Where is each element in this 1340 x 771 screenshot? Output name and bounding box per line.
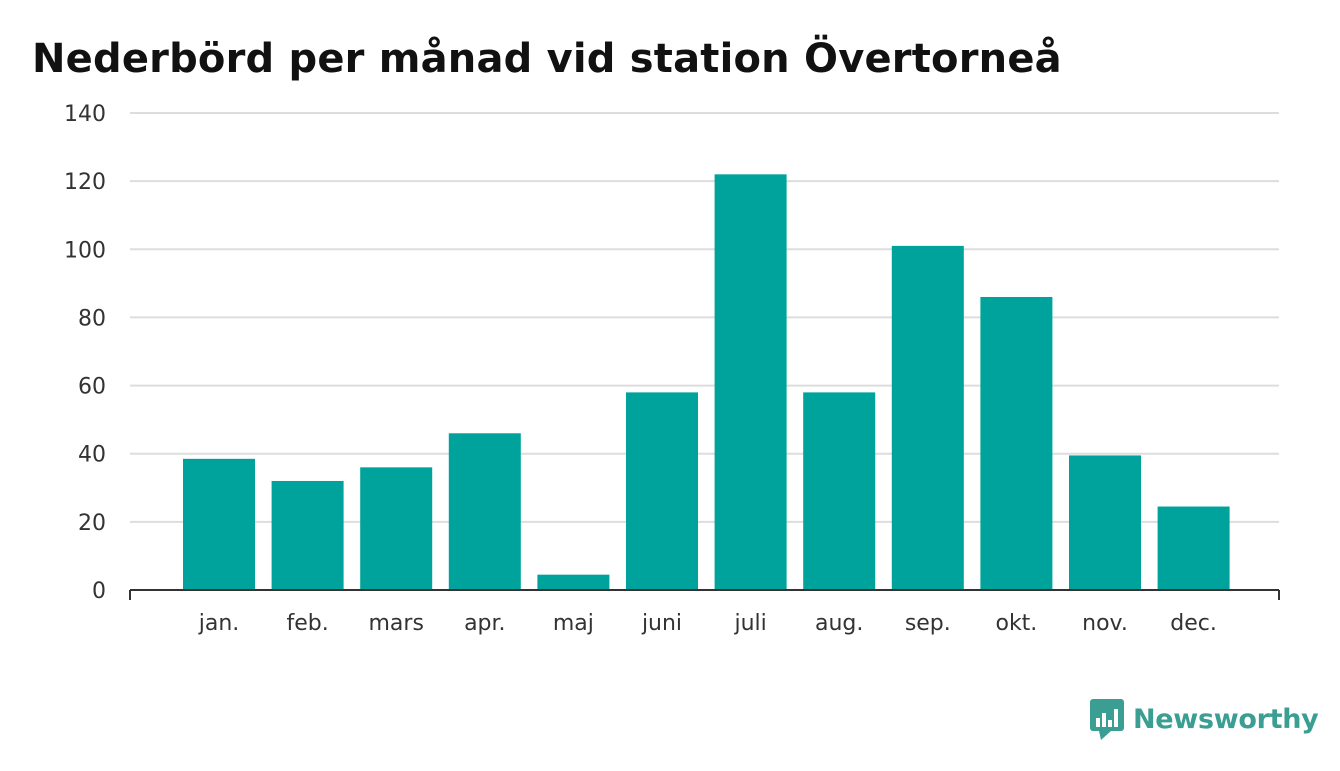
bar bbox=[448, 433, 521, 590]
bar bbox=[803, 392, 876, 590]
chart-title: Nederbörd per månad vid station Övertorn… bbox=[32, 36, 1062, 82]
x-tick-label: maj bbox=[553, 611, 594, 636]
x-axis bbox=[129, 589, 1280, 600]
bar bbox=[1157, 506, 1230, 590]
x-tick-label: apr. bbox=[464, 611, 505, 636]
x-tick-label: okt. bbox=[995, 611, 1037, 636]
bar bbox=[1069, 455, 1141, 590]
bar bbox=[891, 245, 964, 590]
bars bbox=[183, 174, 1230, 591]
x-tick-label: dec. bbox=[1170, 611, 1217, 636]
newsworthy-logo-icon bbox=[1090, 699, 1124, 740]
bar-chart: 0 20 40 60 80 100 120 140 jan. feb. mars apr. maj ju… bbox=[64, 102, 1280, 636]
y-tick-label: 20 bbox=[78, 511, 106, 536]
bar bbox=[271, 480, 344, 590]
y-tick-label: 40 bbox=[78, 443, 106, 468]
bar bbox=[714, 174, 787, 591]
x-tick-label: mars bbox=[368, 611, 423, 636]
y-tick-label: 80 bbox=[78, 306, 106, 331]
x-tick-label: aug. bbox=[815, 611, 863, 636]
bar bbox=[360, 467, 433, 590]
bar bbox=[183, 458, 255, 590]
x-tick-label: jan. bbox=[198, 611, 240, 636]
x-tick-label: juli bbox=[733, 611, 766, 636]
x-tick-label: juni bbox=[641, 611, 682, 636]
bar bbox=[626, 392, 698, 590]
y-tick-label: 120 bbox=[64, 170, 106, 195]
y-tick-label: 0 bbox=[92, 579, 106, 604]
y-tick-label: 140 bbox=[64, 102, 106, 127]
brand-logo: Newsworthy bbox=[1089, 698, 1319, 740]
x-tick-label: nov. bbox=[1082, 611, 1128, 636]
bar bbox=[980, 296, 1053, 590]
y-tick-label: 100 bbox=[64, 238, 106, 263]
y-tick-label: 60 bbox=[78, 375, 106, 400]
y-tick-labels: 0 20 40 60 80 100 120 140 bbox=[64, 102, 106, 604]
x-tick-label: feb. bbox=[286, 611, 328, 636]
x-tick-labels: jan. feb. mars apr. maj juni juli aug. sep. okt. n… bbox=[198, 611, 1217, 636]
bar bbox=[537, 574, 610, 590]
brand-name: Newsworthy bbox=[1133, 703, 1319, 735]
x-tick-label: sep. bbox=[905, 611, 951, 636]
